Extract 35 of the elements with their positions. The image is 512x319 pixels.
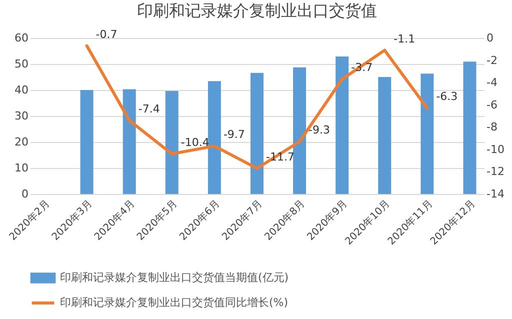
y2-tick-label: -12 [486,165,504,178]
bar [165,91,178,194]
data-label: -7.4 [138,102,160,116]
y-tick-label: 10 [14,162,28,174]
chart-title: 印刷和记录媒介复制业出口交货值 [137,0,377,20]
y2-tick-label: 0 [486,32,494,44]
data-label: -9.3 [308,124,330,137]
bar [122,89,136,194]
y-tick-label: 60 [14,32,28,44]
data-label: -0.7 [96,28,118,41]
bar [293,67,306,194]
data-label: -1.1 [394,32,416,46]
line-series [85,44,429,170]
bar [208,81,221,194]
y-tick-label: 0 [22,188,28,200]
y2-tick-label: -4 [486,76,498,90]
y-tick-label: 20 [14,136,28,148]
y-tick-label: 30 [14,110,28,122]
data-label: -6.3 [436,90,458,104]
bar [378,77,392,194]
y2-tick-label: -14 [486,188,504,200]
y2-tick-label: -2 [486,54,498,67]
bar [250,72,264,194]
y2-tick-label: -6 [486,98,498,112]
legend-label: 印刷和记录媒介复制业出口交货值同比增长(%) [60,296,288,309]
bar [463,62,476,194]
y-tick-label: 40 [14,84,28,96]
y-tick-label: 50 [14,58,28,70]
bar [420,74,434,194]
y2-tick-label: -10 [486,142,504,156]
y2-tick-label: -8 [486,120,498,134]
bar [80,90,94,194]
bar [336,56,349,194]
legend-label: 印刷和记录媒介复制业出口交货值当期值(亿元) [60,271,289,284]
data-label: -9.7 [223,128,245,142]
